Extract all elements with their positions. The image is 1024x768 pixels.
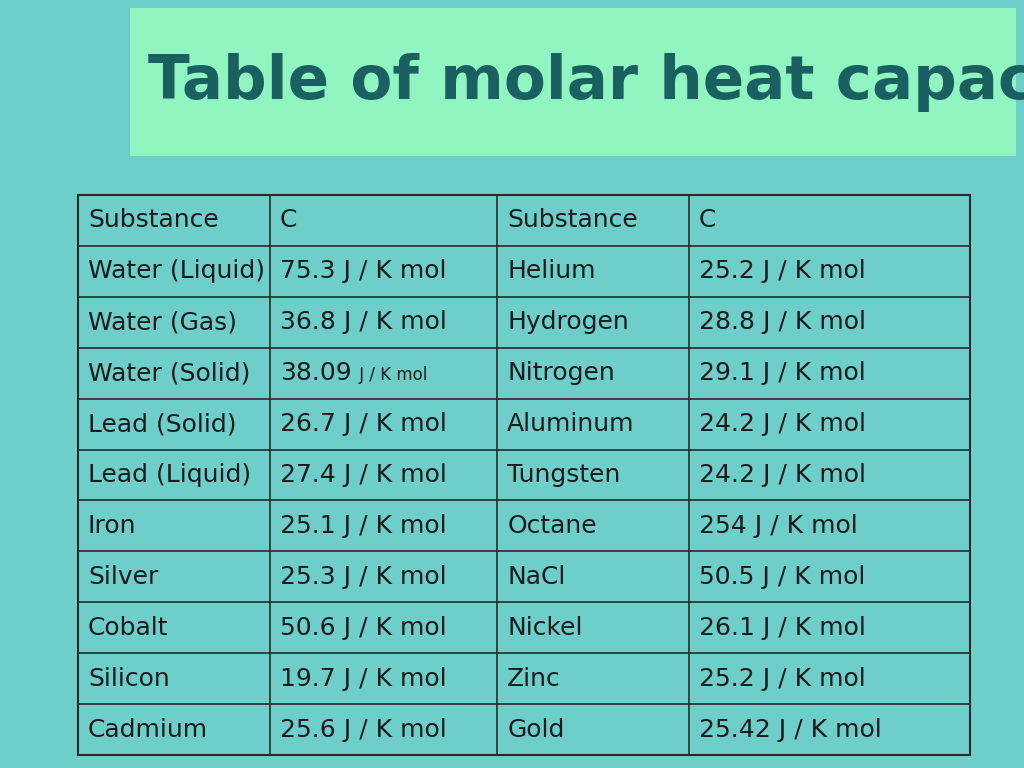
Text: C: C [280,208,297,233]
Text: Helium: Helium [507,260,596,283]
Text: 26.1 J / K mol: 26.1 J / K mol [699,616,866,640]
Text: 25.2 J / K mol: 25.2 J / K mol [699,667,865,690]
Text: Gold: Gold [507,717,564,742]
Text: Nitrogen: Nitrogen [507,361,615,386]
Text: Cadmium: Cadmium [88,717,208,742]
Text: 50.5 J / K mol: 50.5 J / K mol [699,564,865,589]
Text: 24.2 J / K mol: 24.2 J / K mol [699,412,866,436]
Text: Silver: Silver [88,564,159,589]
Text: 19.7 J / K mol: 19.7 J / K mol [280,667,446,690]
Text: Hydrogen: Hydrogen [507,310,629,334]
Text: 75.3 J / K mol: 75.3 J / K mol [280,260,446,283]
Text: Iron: Iron [88,514,136,538]
Text: 25.1 J / K mol: 25.1 J / K mol [280,514,446,538]
Bar [130,8,1016,156]
Text: 28.8 J / K mol: 28.8 J / K mol [699,310,866,334]
Text: Aluminum: Aluminum [507,412,635,436]
Text: Water (Liquid): Water (Liquid) [88,260,265,283]
Text: 25.42 J / K mol: 25.42 J / K mol [699,717,882,742]
Text: 27.4 J / K mol: 27.4 J / K mol [280,463,446,487]
Text: Water (Gas): Water (Gas) [88,310,237,334]
Text: 26.7 J / K mol: 26.7 J / K mol [280,412,446,436]
Text: 25.6 J / K mol: 25.6 J / K mol [280,717,446,742]
Text: Lead (Liquid): Lead (Liquid) [88,463,251,487]
Text: Silicon: Silicon [88,667,170,690]
Text: 36.8 J / K mol: 36.8 J / K mol [280,310,446,334]
Text: Nickel: Nickel [507,616,583,640]
Text: Tungsten: Tungsten [507,463,621,487]
Text: 254 J / K mol: 254 J / K mol [699,514,858,538]
Text: NaCl: NaCl [507,564,565,589]
Text: 25.2 J / K mol: 25.2 J / K mol [699,260,865,283]
Text: 38.09: 38.09 [280,361,351,386]
Text: Substance: Substance [507,208,638,233]
Text: Water (Solid): Water (Solid) [88,361,251,386]
Text: 24.2 J / K mol: 24.2 J / K mol [699,463,866,487]
Text: C: C [699,208,717,233]
Text: Cobalt: Cobalt [88,616,169,640]
Text: Table of molar heat capacities: Table of molar heat capacities [148,52,1024,111]
Text: Lead (Solid): Lead (Solid) [88,412,237,436]
Text: Substance: Substance [88,208,219,233]
Text: J / K mol: J / K mol [354,366,428,384]
Bar [78,195,970,755]
Text: 25.3 J / K mol: 25.3 J / K mol [280,564,446,589]
Text: 50.6 J / K mol: 50.6 J / K mol [280,616,446,640]
Text: 29.1 J / K mol: 29.1 J / K mol [699,361,865,386]
Text: Zinc: Zinc [507,667,561,690]
Text: Octane: Octane [507,514,597,538]
